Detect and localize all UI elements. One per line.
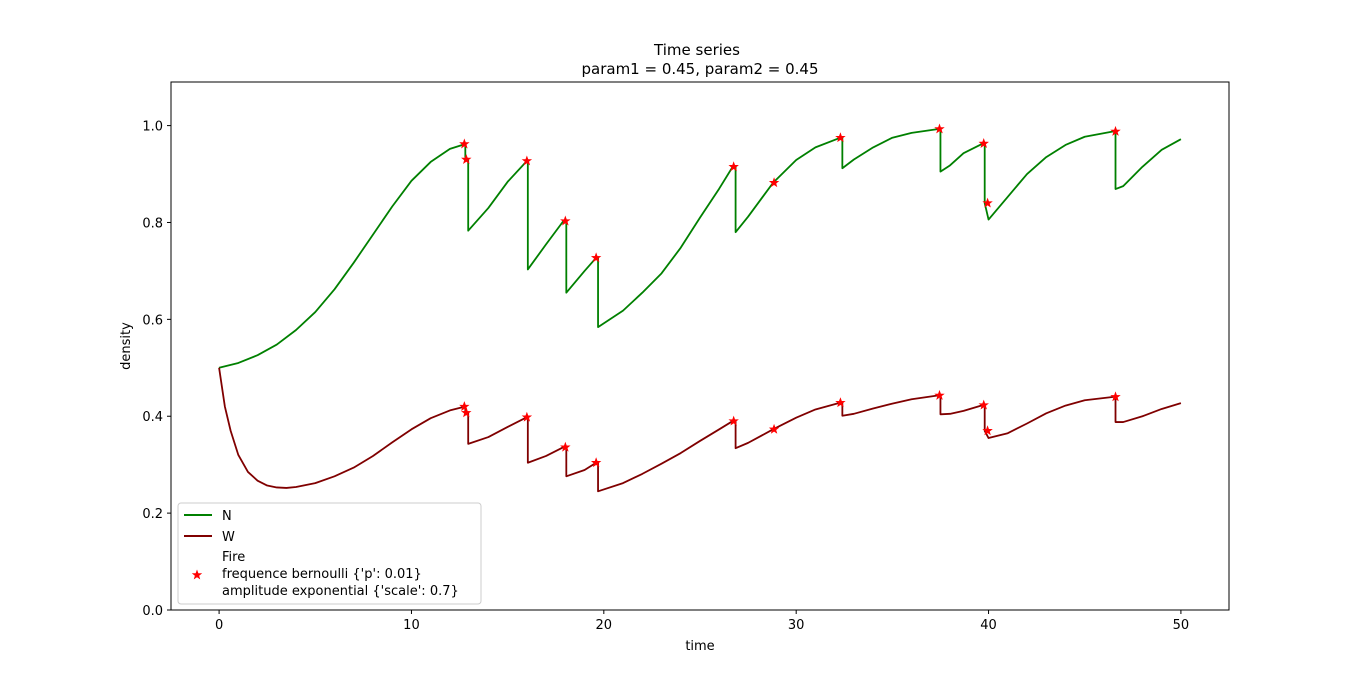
fire-marker-19 [835, 397, 846, 408]
y-axis-label: density [119, 322, 134, 370]
fire-marker-23 [1110, 391, 1121, 402]
fire-marker-9 [978, 138, 989, 148]
series-line-w [218, 367, 1182, 493]
series-line-n [218, 128, 1182, 369]
fire-marker-14 [521, 411, 533, 422]
fire-marker-3 [560, 215, 571, 226]
y-tick-label-2: 0.4 [142, 410, 163, 425]
y-tick-label-1: 0.2 [142, 507, 163, 522]
fire-marker-13 [461, 407, 472, 418]
fire-marker-21 [978, 399, 989, 410]
fire-marker-8 [934, 123, 945, 134]
fire-marker-1 [461, 154, 472, 164]
fire-marker-4 [590, 252, 602, 263]
fire-marker-15 [560, 441, 571, 452]
fire-marker-2 [521, 155, 533, 166]
fire-marker-11 [1110, 125, 1121, 136]
fire-marker-10 [982, 197, 993, 208]
chart-subtitle: param1 = 0.45, param2 = 0.45 [582, 60, 819, 78]
chart-title: Time series [653, 41, 740, 59]
fire-marker-0 [459, 138, 470, 149]
legend: N W Fire frequence bernoulli {'p': 0.01}… [177, 502, 482, 605]
fire-marker-20 [934, 389, 945, 400]
y-tick-label-5: 1.0 [142, 120, 163, 135]
fire-marker-18 [768, 423, 780, 434]
legend-label-fire-amplitude: amplitude exponential {'scale': 0.7} [222, 584, 459, 599]
fire-marker-12 [459, 401, 470, 411]
legend-label-w: W [222, 530, 235, 545]
x-tick-label-4: 40 [980, 618, 997, 633]
fire-marker-7 [835, 132, 846, 143]
y-tick-label-0: 0.0 [142, 604, 163, 619]
x-tick-label-5: 50 [1173, 618, 1190, 633]
plot-frame [170, 81, 1230, 611]
x-axis-label: time [685, 639, 714, 654]
fire-marker-16 [590, 457, 602, 468]
x-tick-label-1: 10 [403, 618, 420, 633]
y-tick-label-3: 0.6 [142, 313, 163, 328]
x-tick-label-2: 20 [596, 618, 613, 633]
y-tick-label-4: 0.8 [142, 216, 163, 231]
fire-marker-17 [728, 415, 739, 426]
fire-marker-22 [982, 425, 993, 436]
legend-box [177, 502, 482, 605]
legend-label-fire-frequency: frequence bernoulli {'p': 0.01} [222, 567, 422, 582]
legend-label-fire: Fire [222, 550, 245, 565]
x-tick-label-3: 30 [788, 618, 805, 633]
fire-marker-5 [728, 161, 739, 172]
fire-marker-6 [768, 177, 780, 188]
legend-marker-fire [191, 569, 203, 580]
x-tick-label-0: 0 [215, 618, 223, 633]
legend-label-n: N [222, 509, 232, 524]
